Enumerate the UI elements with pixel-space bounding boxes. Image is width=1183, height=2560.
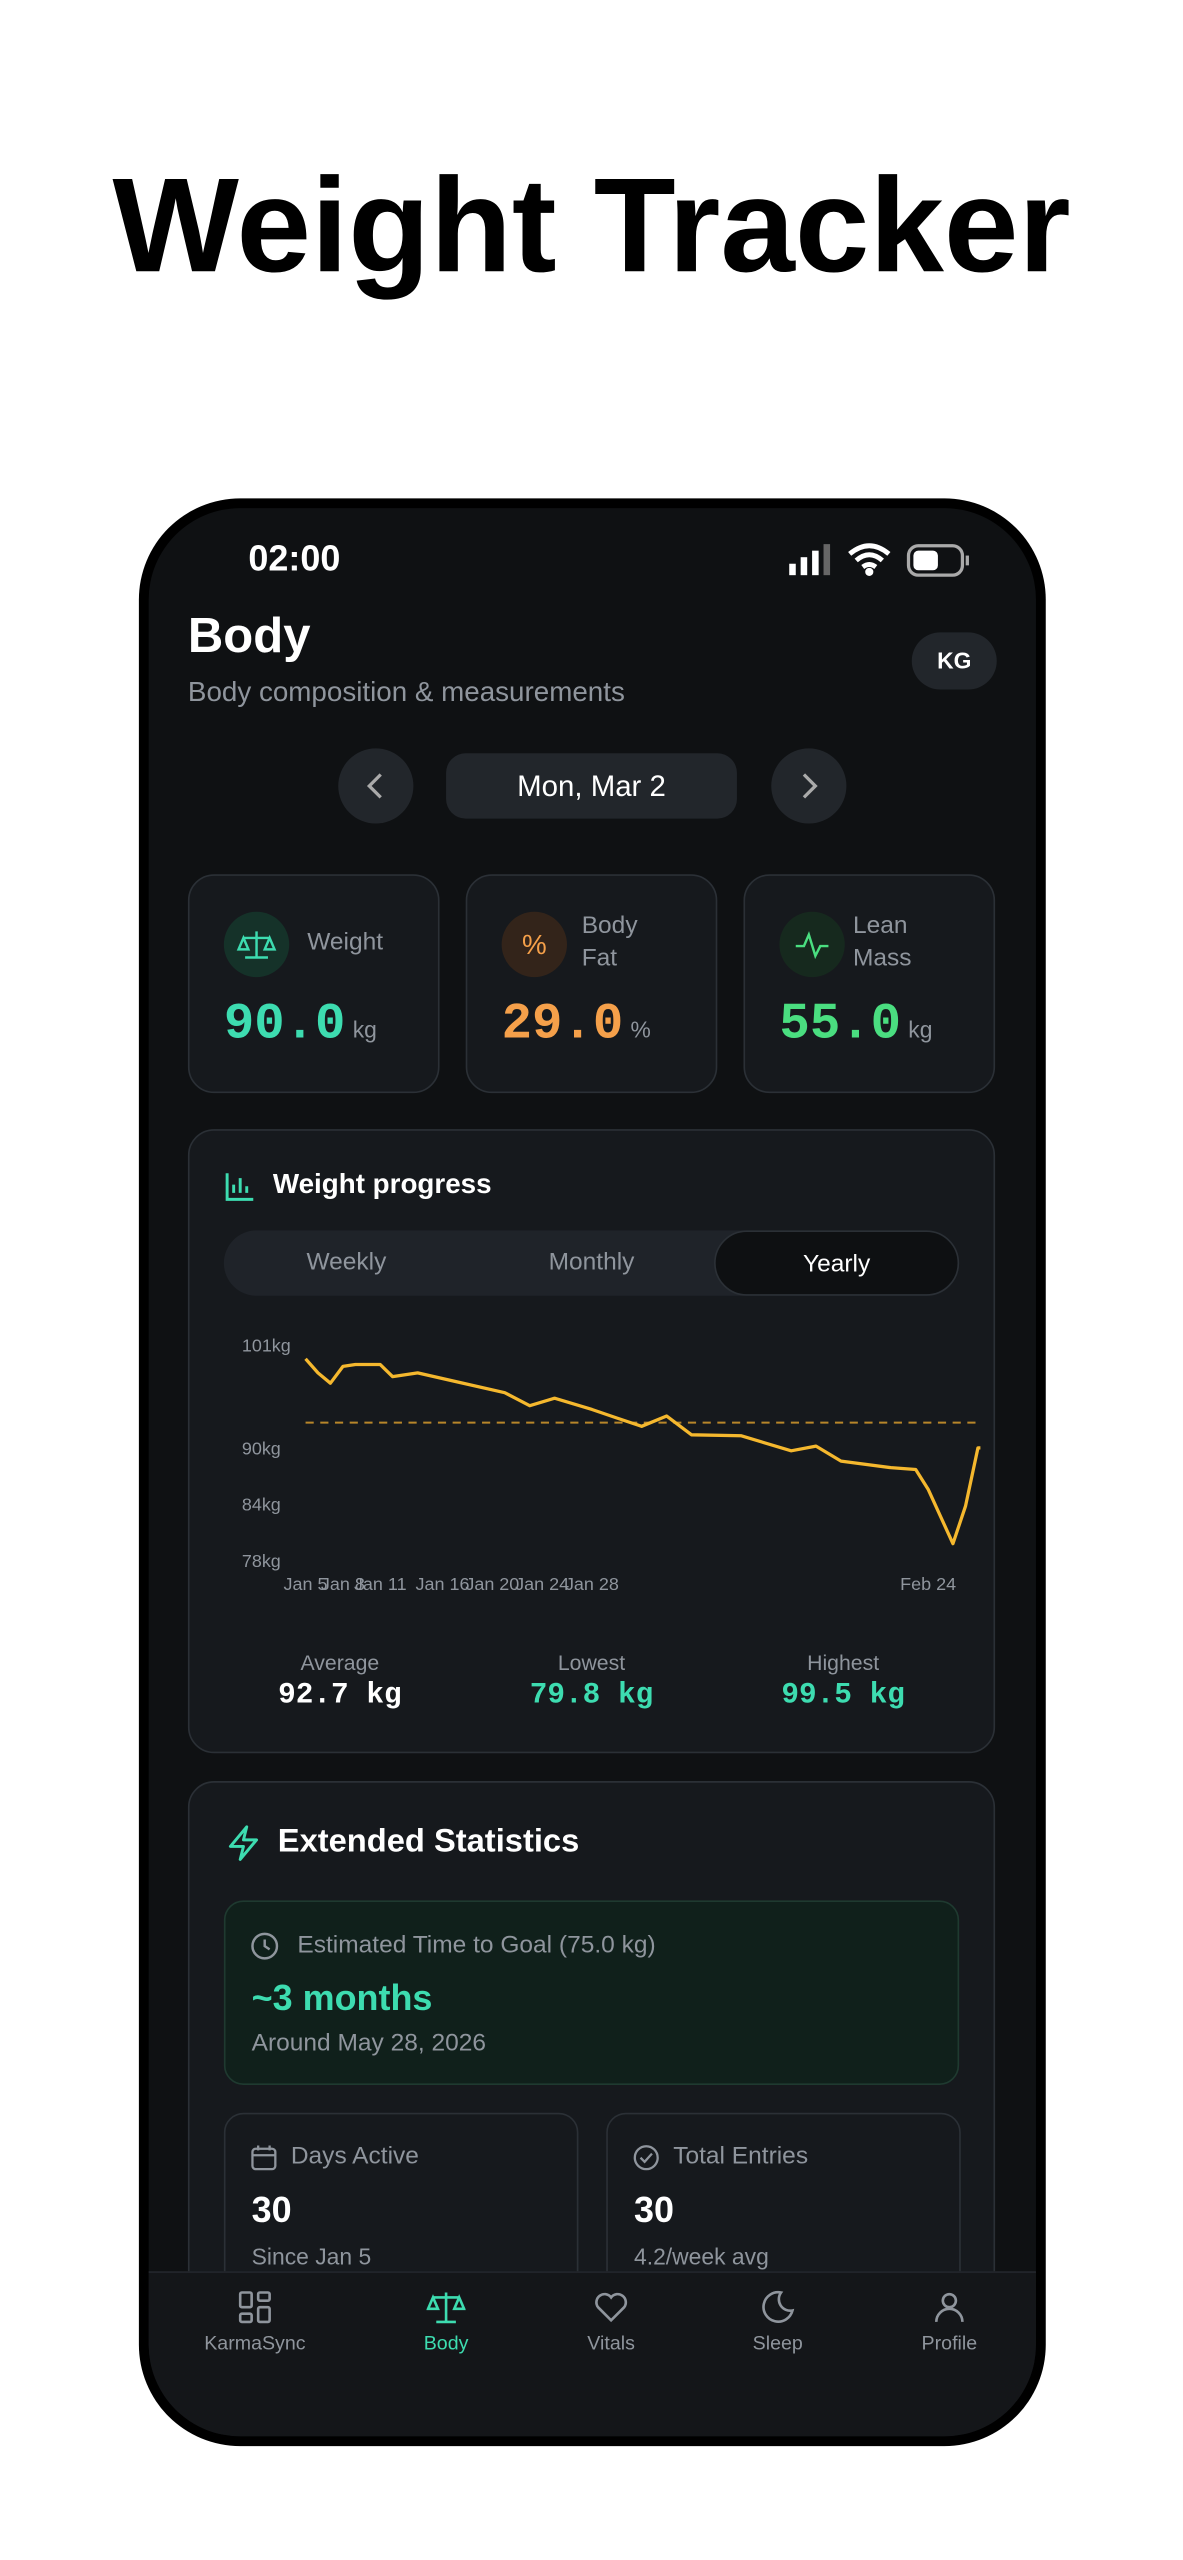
goal-value: ~3 months bbox=[251, 1977, 433, 2018]
date-label[interactable]: Mon, Mar 2 bbox=[446, 753, 737, 819]
status-icons bbox=[789, 543, 969, 577]
x-tick-label: Jan 5 bbox=[284, 1574, 328, 1594]
stat-label: Days Active bbox=[290, 2142, 419, 2170]
nav-item[interactable]: Profile bbox=[868, 2273, 1031, 2355]
metric-value: 55.0 bbox=[779, 996, 902, 1054]
y-tick-label: 101kg bbox=[242, 1335, 291, 1355]
metric-value-row: 29.0 % bbox=[502, 997, 651, 1054]
nav-item[interactable]: Sleep bbox=[696, 2273, 859, 2355]
x-tick-label: Feb 24 bbox=[900, 1574, 956, 1594]
x-tick-label: Jan 8 bbox=[321, 1574, 365, 1594]
chart-icon bbox=[225, 1173, 254, 1201]
metric-card: Lean Mass 55.0 kg bbox=[743, 874, 996, 1094]
progress-stat: Average 92.7 kg bbox=[217, 1650, 462, 1712]
extended-title: Extended Statistics bbox=[277, 1823, 580, 1860]
stat-value: 30 bbox=[633, 2189, 674, 2231]
goal-note: Around May 28, 2026 bbox=[251, 2029, 487, 2058]
bottom-nav: KarmaSync Body Vitals Sleep Profile bbox=[148, 2271, 1036, 2437]
weight-line bbox=[304, 1357, 981, 1546]
next-date[interactable] bbox=[771, 748, 847, 824]
page-title: Weight Tracker bbox=[112, 151, 1071, 301]
metric-unit: % bbox=[630, 1016, 651, 1043]
goal-box: Estimated Time to Goal (75.0 kg) ~3 mont… bbox=[223, 1900, 960, 2085]
metric-icon: % bbox=[501, 911, 567, 978]
tab-bar: Weekly Monthly Yearly bbox=[223, 1230, 960, 1296]
x-tick-label: Jan 16 bbox=[416, 1574, 470, 1594]
nav-label: Vitals bbox=[587, 2331, 635, 2355]
tab[interactable]: Yearly bbox=[714, 1230, 960, 1296]
metric-icon bbox=[779, 911, 845, 978]
stat-label: Total Entries bbox=[673, 2142, 809, 2170]
progress-title: Weight progress bbox=[272, 1168, 492, 1200]
y-tick-label: 78kg bbox=[242, 1551, 281, 1571]
nav-item[interactable]: KarmaSync bbox=[173, 2273, 336, 2355]
metric-unit: kg bbox=[352, 1016, 377, 1043]
progress-stat: Highest 99.5 kg bbox=[721, 1650, 966, 1712]
stat-value: 79.8 kg bbox=[529, 1679, 654, 1713]
stat-card: Total Entries 30 4.2/week avg bbox=[606, 2112, 961, 2342]
svg-text:%: % bbox=[522, 929, 547, 960]
stat-value: 99.5 kg bbox=[781, 1679, 905, 1713]
metric-value-row: 55.0 kg bbox=[779, 997, 932, 1054]
metric-label: Body Fat bbox=[581, 911, 638, 973]
metric-label: Weight bbox=[307, 928, 384, 956]
stat-note: Since Jan 5 bbox=[251, 2243, 372, 2270]
nav-label: Profile bbox=[921, 2331, 978, 2355]
metric-unit: kg bbox=[908, 1016, 933, 1043]
extended-card: Extended Statistics Estimated Time to Go… bbox=[187, 1781, 996, 2342]
tab[interactable]: Weekly bbox=[306, 1248, 387, 1277]
x-tick-label: Jan 11 bbox=[354, 1574, 407, 1594]
stat-label: Lowest bbox=[557, 1650, 626, 1675]
metric-value: 29.0 bbox=[501, 996, 624, 1054]
phone-screen: 02:00 Body Body composition & measuremen… bbox=[148, 508, 1036, 2437]
stat-label: Average bbox=[300, 1650, 380, 1675]
metric-icon bbox=[223, 911, 290, 978]
metric-label: Lean Mass bbox=[852, 911, 912, 973]
metric-card: Weight 90.0 kg bbox=[187, 874, 440, 1094]
screen-subtitle: Body composition & measurements bbox=[187, 676, 625, 708]
stat-value: 30 bbox=[251, 2189, 292, 2231]
unit-button[interactable]: KG bbox=[911, 632, 997, 690]
metric-value-row: 90.0 kg bbox=[224, 997, 377, 1054]
x-tick-label: Jan 20 bbox=[465, 1574, 519, 1594]
prev-date[interactable] bbox=[338, 748, 414, 824]
nav-label: Sleep bbox=[752, 2331, 803, 2355]
x-tick-label: Jan 24 bbox=[515, 1574, 569, 1594]
progress-card: Weight progress Weekly Monthly Yearly Av… bbox=[187, 1129, 996, 1754]
status-time: 02:00 bbox=[248, 537, 341, 579]
bolt-icon bbox=[228, 1825, 259, 1861]
progress-stat: Lowest 79.8 kg bbox=[469, 1650, 714, 1712]
tab[interactable]: Monthly bbox=[548, 1248, 635, 1277]
stat-note: 4.2/week avg bbox=[633, 2243, 769, 2270]
nav-item[interactable]: Body bbox=[364, 2273, 527, 2355]
screen-content: 02:00 Body Body composition & measuremen… bbox=[148, 508, 1036, 2437]
nav-label: Body bbox=[423, 2331, 469, 2355]
stat-label: Highest bbox=[807, 1650, 880, 1675]
stat-value: 92.7 kg bbox=[278, 1679, 402, 1713]
goal-label: Estimated Time to Goal (75.0 kg) bbox=[297, 1931, 656, 1960]
y-tick-label: 90kg bbox=[242, 1438, 281, 1458]
stat-card: Days Active 30 Since Jan 5 bbox=[223, 2112, 579, 2342]
screen-title: Body bbox=[187, 609, 311, 664]
nav-item[interactable]: Vitals bbox=[529, 2273, 692, 2355]
y-tick-label: 84kg bbox=[242, 1495, 281, 1515]
metric-card: % Body Fat 29.0 % bbox=[465, 874, 718, 1094]
metric-value: 90.0 bbox=[223, 996, 346, 1054]
x-tick-label: Jan 28 bbox=[565, 1574, 619, 1594]
nav-label: KarmaSync bbox=[204, 2331, 306, 2355]
